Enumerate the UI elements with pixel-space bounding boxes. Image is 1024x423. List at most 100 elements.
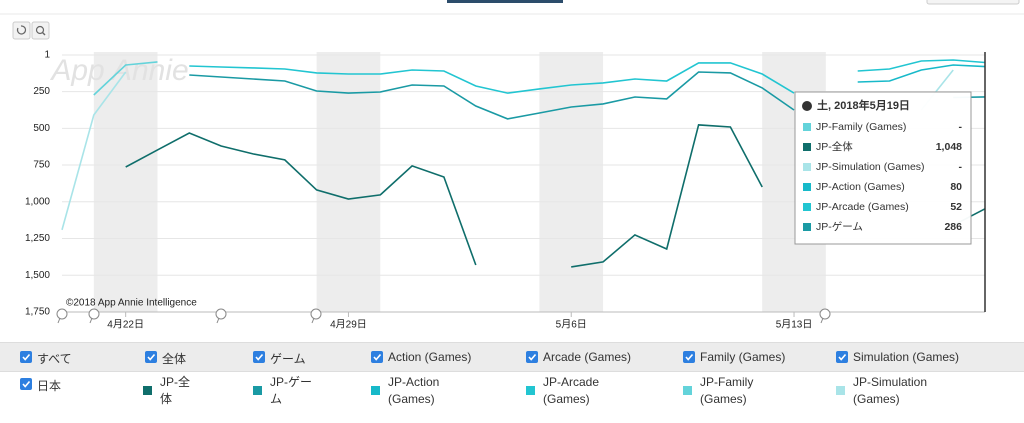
- tooltip-series: JP-全体: [816, 140, 853, 153]
- checkbox[interactable]: [683, 351, 695, 363]
- y-tick-label: 750: [33, 160, 50, 171]
- legend-row: 日本 JP-全体 JP-ゲーム JP-Action (Games) JP-Arcade…: [0, 371, 1024, 423]
- x-tick-label: 5月13日: [776, 319, 813, 331]
- legend-swatch: [371, 386, 380, 395]
- series-line: [93, 61, 158, 96]
- region-filter[interactable]: 日本: [20, 377, 61, 394]
- flag-circle: [215, 308, 227, 320]
- legend-item[interactable]: JP-Simulation (Games): [836, 374, 943, 408]
- tooltip-swatch: [803, 123, 811, 131]
- legend-swatch: [836, 386, 845, 395]
- tooltip-swatch: [803, 203, 811, 211]
- zoom-button[interactable]: [31, 21, 50, 40]
- checkmark: [22, 380, 31, 388]
- region-label: 日本: [37, 379, 62, 393]
- flag-stem: [311, 317, 315, 324]
- checkbox[interactable]: [20, 378, 32, 390]
- weekend-band: [93, 52, 158, 312]
- legend-item[interactable]: JP-Family (Games): [683, 374, 770, 408]
- flag-circle: [56, 308, 68, 320]
- checkmark: [373, 353, 382, 361]
- event-flag[interactable]: [56, 308, 68, 324]
- legend-label: JP-Arcade (Games): [543, 375, 600, 406]
- checkbox[interactable]: [836, 351, 848, 363]
- checkmark: [528, 353, 537, 361]
- legend-swatch: [683, 386, 692, 395]
- legend-label: JP-Family (Games): [700, 375, 754, 406]
- series-line: [857, 64, 986, 83]
- tooltip-series: JP-Simulation (Games): [816, 161, 925, 173]
- filter-item[interactable]: Family (Games): [683, 350, 785, 364]
- filter-item[interactable]: Action (Games): [371, 350, 471, 364]
- y-tick-label: 250: [33, 86, 50, 97]
- legend-label: JP-Simulation (Games): [853, 375, 928, 406]
- filter-label: 全体: [162, 352, 187, 366]
- top-right-button[interactable]: [926, 0, 1020, 5]
- checkbox[interactable]: [526, 351, 538, 363]
- filter-label: ゲーム: [270, 352, 306, 366]
- legend-item[interactable]: JP-ゲーム: [253, 374, 320, 408]
- tooltip-value: -: [959, 121, 963, 133]
- tooltip-series: JP-Action (Games): [816, 181, 905, 193]
- tooltip: 土, 2018年5月19日 JP-Family (Games) - JP-全体 1,0…: [794, 91, 972, 245]
- tooltip-series: JP-ゲーム: [816, 221, 863, 233]
- tooltip-swatch: [803, 183, 811, 191]
- y-tick-label: 1: [44, 50, 50, 61]
- x-tick-label: 4月29日: [330, 319, 367, 331]
- checkbox[interactable]: [371, 351, 383, 363]
- flag-stem: [216, 317, 220, 324]
- y-tick-label: 1,500: [25, 270, 50, 281]
- filter-item[interactable]: すべて: [20, 350, 72, 367]
- y-tick-label: 1,250: [25, 233, 50, 244]
- x-tick-label: 5月6日: [556, 319, 587, 331]
- series-line: [189, 62, 795, 94]
- flag-stem: [57, 317, 61, 324]
- y-tick-label: 1,750: [25, 307, 50, 318]
- filter-label: Family (Games): [700, 350, 786, 364]
- tooltip-box: [794, 91, 972, 245]
- filter-item[interactable]: 全体: [145, 350, 186, 367]
- y-tick-label: 500: [33, 123, 50, 134]
- legend-item[interactable]: JP-全体: [143, 374, 196, 408]
- tooltip-series: JP-Arcade (Games): [816, 201, 909, 213]
- event-flag[interactable]: [310, 308, 322, 324]
- tooltip-value: -: [959, 161, 963, 173]
- credit: ©2018 App Annie Intelligence: [66, 298, 197, 309]
- y-tick-label: 1,000: [25, 196, 50, 207]
- filter-label: すべて: [37, 352, 72, 366]
- checkmark: [255, 353, 264, 361]
- tooltip-value: 80: [950, 181, 962, 193]
- checkbox[interactable]: [20, 351, 32, 363]
- tooltip-series: JP-Family (Games): [816, 121, 906, 133]
- series-line: [189, 71, 795, 120]
- flag-circle: [310, 308, 322, 320]
- legend-item[interactable]: JP-Arcade (Games): [526, 374, 613, 408]
- x-tick-label: 4月22日: [107, 319, 144, 331]
- top-button[interactable]: [447, 0, 563, 3]
- legend-item[interactable]: JP-Action (Games): [371, 374, 458, 408]
- filter-item[interactable]: ゲーム: [253, 350, 306, 367]
- filter-item[interactable]: Arcade (Games): [526, 350, 631, 364]
- event-flag[interactable]: [88, 308, 100, 324]
- globe-icon: [802, 101, 812, 111]
- weekend-band: [316, 52, 381, 312]
- event-flag[interactable]: [215, 308, 227, 324]
- event-flag[interactable]: [819, 308, 831, 324]
- filter-row: すべて 全体 ゲーム Action (Games) Arcade (Games) Fami…: [0, 342, 1024, 372]
- series-line: [571, 124, 763, 268]
- filter-panel: すべて 全体 ゲーム Action (Games) Arcade (Games) Fami…: [0, 340, 1024, 423]
- checkmark: [685, 353, 694, 361]
- reset-button[interactable]: [12, 21, 31, 40]
- series-line: [857, 59, 986, 72]
- checkbox[interactable]: [253, 351, 265, 363]
- flag-stem: [820, 317, 824, 324]
- flag-circle: [88, 308, 100, 320]
- filter-item[interactable]: Simulation (Games): [836, 350, 959, 364]
- filter-label: Arcade (Games): [543, 350, 632, 364]
- legend-label: JP-全体: [160, 375, 191, 406]
- checkbox[interactable]: [145, 351, 157, 363]
- legend-swatch: [143, 386, 152, 395]
- legend-label: JP-Action (Games): [388, 375, 440, 406]
- checkmark: [838, 353, 847, 361]
- tooltip-swatch: [803, 163, 811, 171]
